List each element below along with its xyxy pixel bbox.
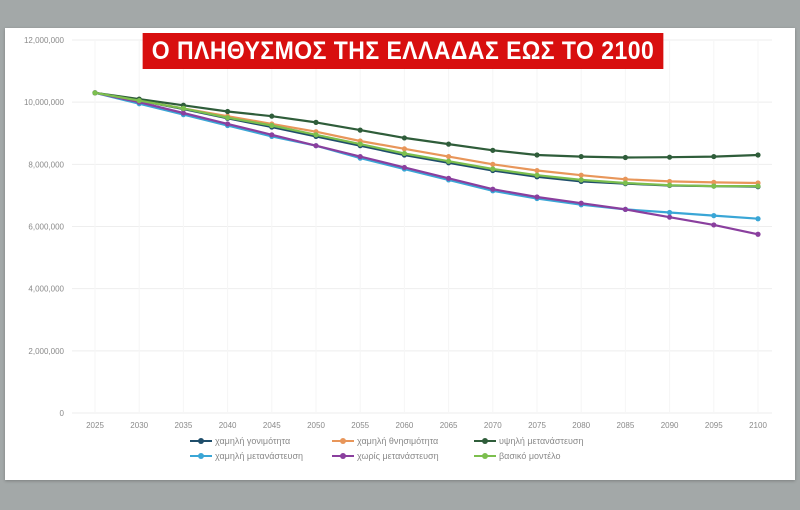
data-point[interactable] [225,108,231,115]
data-point[interactable] [180,110,186,116]
x-tick-label: 2090 [661,421,679,430]
data-point[interactable] [667,209,673,216]
legend-marker-icon [190,438,212,444]
y-tick-label: 10,000,000 [24,98,65,107]
data-point[interactable] [755,152,761,158]
data-point[interactable] [711,222,717,228]
data-point[interactable] [313,143,319,149]
x-tick-label: 2050 [307,421,325,430]
x-tick-label: 2065 [440,421,458,430]
chart-legend: χαμηλή γονιμότητα χαμηλή θνησιμότητα υψη… [190,436,630,461]
x-tick-label: 2070 [484,421,502,430]
data-point[interactable] [401,150,407,157]
x-tick-label: 2060 [396,421,414,430]
data-point[interactable] [578,200,584,206]
data-point[interactable] [755,183,761,189]
data-point[interactable] [667,178,673,185]
data-point[interactable] [225,115,231,121]
data-point[interactable] [269,132,275,138]
data-point[interactable] [622,206,629,213]
data-point[interactable] [578,172,584,178]
data-point[interactable] [446,158,452,164]
data-point[interactable] [755,231,761,237]
series-line[interactable] [92,90,761,161]
x-tick-label: 2035 [175,421,193,430]
series-line[interactable] [92,90,761,186]
data-point[interactable] [136,98,142,104]
data-point[interactable] [711,153,717,160]
data-point[interactable] [667,182,673,188]
data-point[interactable] [313,132,319,138]
legend-marker-icon [474,438,496,444]
data-point[interactable] [446,175,452,181]
legend-item[interactable]: χαμηλή θνησιμότητα [332,436,474,446]
y-tick-label: 12,000,000 [24,36,65,45]
data-point[interactable] [269,122,275,129]
x-tick-label: 2030 [130,421,148,430]
data-point[interactable] [755,216,761,222]
x-tick-label: 2055 [351,421,369,430]
data-point[interactable] [578,177,584,183]
series-line[interactable] [92,90,761,189]
data-point[interactable] [667,154,673,160]
data-point[interactable] [225,121,231,127]
legend-marker-icon [474,453,496,459]
legend-marker-icon [332,453,354,459]
data-point[interactable] [711,179,717,185]
legend-item[interactable]: υψηλή μετανάστευση [474,436,634,446]
y-tick-label: 4,000,000 [28,285,64,294]
x-tick-label: 2100 [749,421,767,430]
data-point[interactable] [92,90,98,96]
x-tick-label: 2080 [572,421,590,430]
data-point[interactable] [578,153,584,160]
data-point[interactable] [357,127,363,133]
x-tick-label: 2040 [219,421,237,430]
data-point[interactable] [534,194,540,200]
legend-item[interactable]: χωρίς μετανάστευση [332,451,474,461]
y-tick-label: 8,000,000 [28,160,64,169]
data-point[interactable] [313,119,319,125]
data-point[interactable] [357,141,363,147]
data-point[interactable] [490,161,496,167]
x-tick-label: 2075 [528,421,546,430]
data-point[interactable] [401,146,407,152]
data-point[interactable] [401,164,407,171]
y-tick-label: 0 [60,409,65,418]
data-point[interactable] [667,214,673,220]
data-point[interactable] [534,172,540,178]
series-line[interactable] [92,90,761,237]
x-tick-label: 2025 [86,421,104,430]
data-point[interactable] [269,113,275,119]
data-point[interactable] [490,166,496,172]
x-tick-label: 2085 [617,421,635,430]
y-tick-label: 2,000,000 [28,347,64,356]
data-point[interactable] [180,105,186,111]
data-point[interactable] [622,180,629,186]
data-point[interactable] [490,147,496,153]
data-point[interactable] [401,135,407,141]
legend-item[interactable]: χαμηλή γονιμότητα [190,436,332,446]
legend-marker-icon [190,453,212,459]
data-point[interactable] [622,154,629,161]
data-point[interactable] [490,186,496,192]
legend-marker-icon [332,438,354,444]
data-point[interactable] [711,213,717,219]
data-point[interactable] [446,141,452,147]
legend-item[interactable]: βασικό μοντέλο [474,451,634,461]
data-point[interactable] [534,152,540,158]
data-point[interactable] [534,167,540,174]
data-point[interactable] [446,153,452,160]
data-point[interactable] [357,153,363,160]
x-tick-label: 2045 [263,421,281,430]
data-point[interactable] [622,176,629,182]
legend-item[interactable]: χαμηλή μετανάστευση [190,451,332,461]
y-tick-label: 6,000,000 [28,223,64,232]
data-point[interactable] [711,183,717,189]
x-tick-label: 2095 [705,421,723,430]
chart-title: Ο ΠΛΗΘΥΣΜΟΣ ΤΗΣ ΕΛΛΑΔΑΣ ΕΩΣ ΤΟ 2100 [142,33,664,69]
